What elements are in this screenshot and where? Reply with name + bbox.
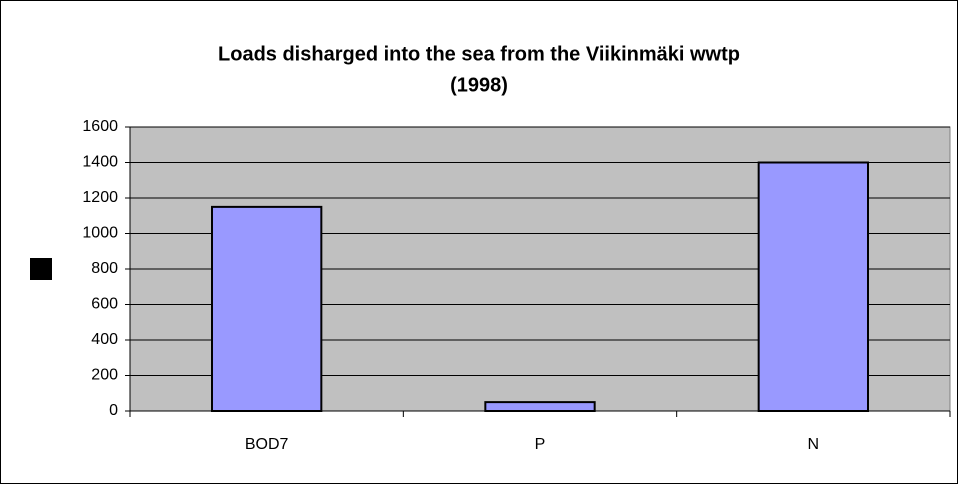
chart-title: (1998)	[450, 74, 508, 96]
bar	[211, 205, 323, 412]
bar	[757, 161, 870, 412]
y-tick-label: 1000	[82, 225, 118, 242]
y-tick-label: 800	[91, 260, 118, 277]
bar	[484, 401, 596, 412]
y-tick-label: 1600	[82, 118, 118, 135]
y-tick-label: 400	[91, 331, 118, 348]
legend-key	[30, 258, 52, 280]
x-tick-label: BOD7	[245, 436, 289, 453]
chart-title: Loads disharged into the sea from the Vi…	[218, 43, 740, 65]
x-tick-label: N	[808, 436, 820, 453]
y-tick-label: 1400	[82, 154, 118, 171]
y-tick-label: 0	[109, 402, 118, 419]
y-tick-label: 1200	[82, 189, 118, 206]
y-tick-label: 200	[91, 367, 118, 384]
x-tick-label: P	[535, 436, 546, 453]
y-tick-label: 600	[91, 296, 118, 313]
